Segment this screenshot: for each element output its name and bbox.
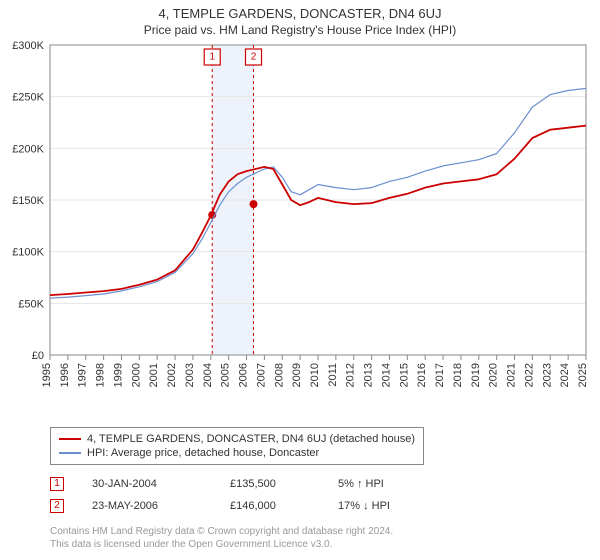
svg-text:2013: 2013 <box>363 363 375 387</box>
event-row: 2 23-MAY-2006 £146,000 17% ↓ HPI <box>50 495 600 517</box>
svg-text:£150K: £150K <box>12 195 44 207</box>
svg-text:1998: 1998 <box>95 363 107 387</box>
event-price: £135,500 <box>230 478 310 490</box>
legend-label: 4, TEMPLE GARDENS, DONCASTER, DN4 6UJ (d… <box>87 433 415 445</box>
footer-line1: Contains HM Land Registry data © Crown c… <box>50 525 600 538</box>
svg-text:2022: 2022 <box>523 363 535 387</box>
svg-text:1: 1 <box>209 52 215 63</box>
svg-text:2014: 2014 <box>380 363 392 387</box>
svg-text:2012: 2012 <box>345 363 357 387</box>
svg-text:2001: 2001 <box>148 363 160 387</box>
svg-text:2015: 2015 <box>398 363 410 387</box>
svg-text:£0: £0 <box>32 350 44 362</box>
event-row: 1 30-JAN-2004 £135,500 5% ↑ HPI <box>50 473 600 495</box>
chart-title: 4, TEMPLE GARDENS, DONCASTER, DN4 6UJ <box>0 0 600 21</box>
svg-text:£200K: £200K <box>12 143 44 155</box>
event-marker: 2 <box>50 499 64 513</box>
legend-swatch <box>59 452 81 454</box>
event-pct: 5% ↑ HPI <box>338 478 428 490</box>
legend-item: HPI: Average price, detached house, Donc… <box>59 446 415 460</box>
event-price: £146,000 <box>230 500 310 512</box>
event-marker: 1 <box>50 477 64 491</box>
event-pct: 17% ↓ HPI <box>338 500 428 512</box>
chart-subtitle: Price paid vs. HM Land Registry's House … <box>0 21 600 41</box>
legend-item: 4, TEMPLE GARDENS, DONCASTER, DN4 6UJ (d… <box>59 432 415 446</box>
svg-text:2003: 2003 <box>184 363 196 387</box>
svg-text:2016: 2016 <box>416 363 428 387</box>
svg-text:1999: 1999 <box>112 363 124 387</box>
chart-plot-area: £0 £50K £100K £150K £200K £250K £300K 1995 1996 1… <box>0 41 600 421</box>
svg-text:2: 2 <box>251 52 257 63</box>
svg-text:1996: 1996 <box>59 363 71 387</box>
svg-text:2004: 2004 <box>202 363 214 387</box>
svg-text:2011: 2011 <box>327 363 339 387</box>
svg-text:£250K: £250K <box>12 92 44 104</box>
chart-container: 4, TEMPLE GARDENS, DONCASTER, DN4 6UJ Pr… <box>0 0 600 560</box>
legend-label: HPI: Average price, detached house, Donc… <box>87 447 319 459</box>
footer-line2: This data is licensed under the Open Gov… <box>50 538 600 551</box>
svg-text:2010: 2010 <box>309 363 321 387</box>
svg-text:1995: 1995 <box>41 363 53 387</box>
event-table: 1 30-JAN-2004 £135,500 5% ↑ HPI 2 23-MAY-2006… <box>50 473 600 517</box>
svg-text:2000: 2000 <box>130 363 142 387</box>
svg-text:2019: 2019 <box>470 363 482 387</box>
svg-text:£300K: £300K <box>12 41 44 52</box>
event-date: 30-JAN-2004 <box>92 478 202 490</box>
svg-text:2024: 2024 <box>559 363 571 387</box>
svg-text:2002: 2002 <box>166 363 178 387</box>
svg-text:2006: 2006 <box>238 363 250 387</box>
line-chart-svg: £0 £50K £100K £150K £200K £250K £300K 1995 1996 1… <box>0 41 600 421</box>
svg-text:1997: 1997 <box>77 363 89 387</box>
legend-swatch <box>59 438 81 440</box>
svg-text:£50K: £50K <box>18 298 44 310</box>
svg-text:2009: 2009 <box>291 363 303 387</box>
svg-text:£100K: £100K <box>12 247 44 259</box>
svg-text:2020: 2020 <box>488 363 500 387</box>
svg-text:2005: 2005 <box>220 363 232 387</box>
svg-text:2017: 2017 <box>434 363 446 387</box>
svg-text:2008: 2008 <box>273 363 285 387</box>
svg-text:2007: 2007 <box>255 363 267 387</box>
svg-text:2021: 2021 <box>506 363 518 387</box>
footer-attribution: Contains HM Land Registry data © Crown c… <box>50 525 600 551</box>
chart-legend: 4, TEMPLE GARDENS, DONCASTER, DN4 6UJ (d… <box>50 427 424 465</box>
svg-text:2025: 2025 <box>577 363 589 387</box>
event-date: 23-MAY-2006 <box>92 500 202 512</box>
svg-text:2018: 2018 <box>452 363 464 387</box>
svg-text:2023: 2023 <box>541 363 553 387</box>
